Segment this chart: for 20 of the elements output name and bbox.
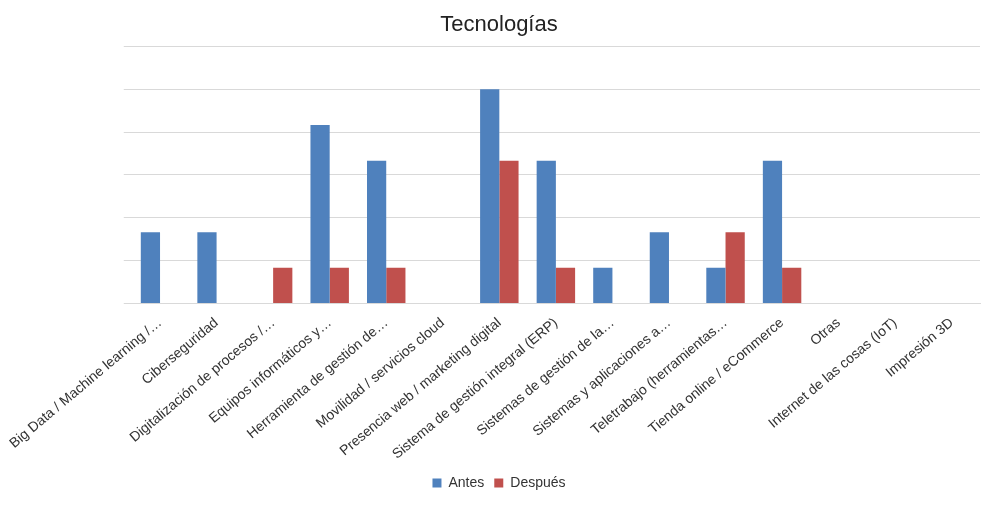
bar bbox=[499, 160, 519, 304]
bar bbox=[555, 267, 576, 304]
legend-label: Antes bbox=[448, 473, 485, 490]
bar bbox=[782, 267, 802, 304]
chart-title: Tecnologías bbox=[440, 11, 558, 37]
bar bbox=[140, 232, 161, 304]
bar bbox=[593, 267, 613, 304]
bar bbox=[706, 267, 726, 304]
bar bbox=[649, 232, 669, 304]
bar bbox=[762, 160, 783, 304]
legend-label: Después bbox=[510, 473, 566, 490]
bar bbox=[329, 267, 349, 304]
bar bbox=[273, 267, 293, 304]
bar bbox=[536, 160, 556, 304]
bar bbox=[480, 89, 500, 304]
bar bbox=[310, 125, 330, 304]
bar bbox=[367, 160, 387, 304]
bar bbox=[197, 232, 217, 304]
bar bbox=[386, 267, 406, 304]
bar bbox=[725, 232, 745, 304]
